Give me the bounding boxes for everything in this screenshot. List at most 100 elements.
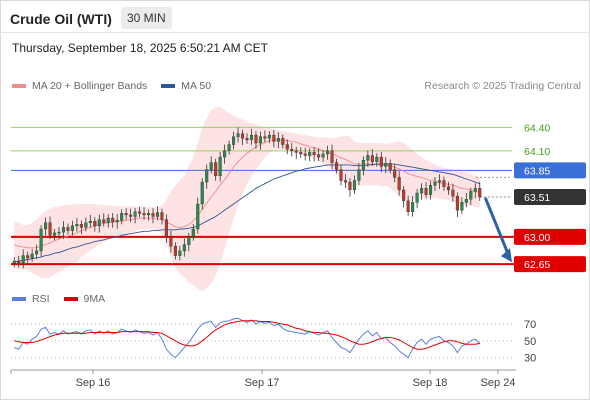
candle-body	[442, 180, 446, 187]
candle-body	[281, 138, 285, 145]
candle-body	[276, 138, 280, 142]
candle-body	[473, 188, 477, 192]
candle-body	[160, 212, 164, 220]
candle-body	[120, 213, 124, 221]
candle-body	[348, 181, 352, 191]
candle-body	[397, 177, 401, 191]
forecast-arrow	[484, 197, 511, 258]
candle-body	[124, 213, 128, 216]
interval-badge[interactable]: 30 MIN	[121, 7, 172, 29]
candle-body	[299, 152, 303, 155]
ma50-swatch	[161, 84, 176, 88]
rsi-ma-line	[14, 320, 480, 350]
candle-body	[12, 260, 16, 264]
candle-body	[182, 244, 186, 252]
candle-body	[164, 219, 168, 238]
candle-body	[290, 149, 294, 152]
candle-body	[428, 185, 433, 195]
candle-body	[308, 152, 312, 156]
level-tag-63.85	[514, 162, 586, 179]
candle-body	[223, 150, 227, 158]
legend-rsi: RSI	[12, 293, 50, 305]
candle-body	[455, 195, 459, 211]
candle-body	[138, 211, 142, 214]
rsi-tick-30: 30	[524, 353, 536, 365]
candle-body	[21, 255, 25, 263]
price-legend: MA 20 + Bollinger Bands MA 50	[12, 80, 225, 92]
candles	[12, 127, 482, 269]
legend-ma50-label: MA 50	[181, 80, 212, 92]
candle-body	[469, 191, 473, 200]
candle-body	[460, 202, 464, 211]
candle-body	[142, 213, 146, 216]
candle-body	[478, 188, 482, 198]
candle-body	[61, 227, 66, 233]
candle-body	[424, 188, 428, 195]
candle-body	[97, 219, 101, 227]
candle-body	[196, 203, 200, 230]
candle-body	[155, 212, 160, 217]
candle-body	[361, 159, 365, 170]
candle-body	[17, 260, 21, 263]
candle-body	[406, 200, 410, 212]
candle-body	[263, 136, 267, 139]
candle-body	[75, 224, 79, 227]
candle-body	[48, 222, 52, 236]
rsi-ma-swatch	[63, 297, 78, 301]
candle-body	[214, 162, 218, 177]
candle-body	[402, 189, 406, 202]
candle-body	[317, 154, 321, 158]
legend-rsi-ma-label: 9MA	[83, 293, 106, 305]
candle-body	[393, 169, 397, 178]
candle-body	[272, 134, 276, 142]
legend-ma50: MA 50	[161, 80, 211, 92]
candle-body	[70, 225, 74, 231]
candle-body	[330, 150, 334, 163]
candle-body	[240, 133, 245, 139]
candle-body	[326, 150, 330, 155]
candle-body	[66, 227, 70, 231]
legend-rsi-label: RSI	[32, 293, 50, 305]
level-tag-62.65	[514, 256, 586, 273]
level-label-64.40: 64.40	[524, 122, 550, 134]
research-credit: Research © 2025 Trading Central	[424, 80, 581, 92]
candle-body	[102, 219, 106, 223]
candle-body	[44, 222, 48, 230]
candle-body	[151, 213, 155, 217]
candle-body	[52, 232, 57, 236]
candle-body	[57, 231, 61, 234]
candle-body	[366, 155, 370, 161]
candle-body	[93, 220, 97, 227]
candle-body	[26, 255, 30, 259]
legend-ma20-label: MA 20 + Bollinger Bands	[32, 80, 148, 92]
candle-body	[209, 162, 213, 170]
rsi-line	[14, 317, 481, 359]
x-tick-label: Sep 17	[245, 377, 280, 389]
level-label-63.85: 63.85	[524, 165, 550, 177]
candle-body	[433, 181, 437, 186]
bollinger-band	[14, 107, 480, 292]
candle-body	[88, 220, 92, 223]
candle-body	[236, 133, 240, 137]
candle-body	[129, 214, 133, 217]
candle-body	[339, 169, 343, 181]
candle-body	[205, 169, 209, 183]
candle-body	[115, 220, 119, 223]
candle-body	[146, 213, 151, 216]
instrument-title: Crude Oil (WTI)	[10, 11, 112, 27]
candle-body	[191, 228, 195, 238]
legend-ma20: MA 20 + Bollinger Bands	[12, 80, 147, 92]
current-price-label: 63.51	[524, 192, 550, 204]
candle-body	[258, 136, 262, 144]
candle-body	[352, 180, 356, 191]
candle-body	[106, 217, 110, 223]
timestamp: Thursday, September 18, 2025 6:50:21 AM …	[12, 41, 268, 55]
x-tick-label: Sep 16	[76, 377, 111, 389]
candle-body	[285, 144, 289, 150]
candle-body	[30, 253, 34, 259]
candle-body	[334, 162, 339, 170]
candle-body	[451, 189, 455, 197]
ma20-swatch	[12, 84, 26, 88]
candle-body	[178, 250, 182, 256]
